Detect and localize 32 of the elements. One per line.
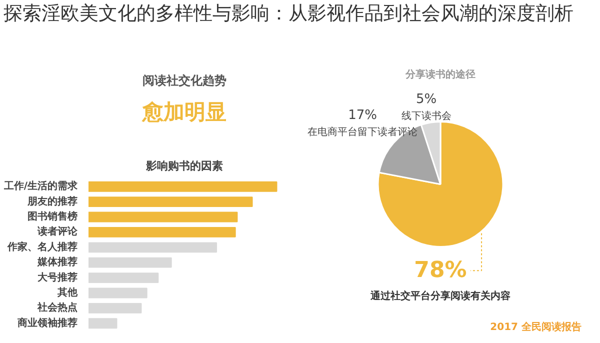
y-tick-label: 商业领袖推荐 (16, 316, 78, 329)
bar (88, 212, 238, 222)
text: 愈加明显 (142, 100, 226, 124)
bar (88, 196, 253, 208)
y-tick-label: 图书销售榜 (28, 210, 78, 223)
bar (88, 288, 148, 298)
text: 阅读社交化趋势 (142, 74, 226, 88)
bar (88, 318, 118, 329)
slice-label: 在电商平台留下读者评论 (308, 126, 418, 138)
bar (88, 302, 142, 314)
bar (88, 181, 278, 192)
bar (88, 272, 159, 284)
chart-title: 影响购书的因素 (145, 160, 223, 172)
data-label: 78% (414, 258, 467, 284)
y-tick-label: 媒体推荐 (36, 256, 78, 268)
y-tick-label: 社会热点 (36, 302, 78, 314)
slice-label: 线下读书会 (401, 110, 452, 122)
y-tick-label: 读者评论 (36, 226, 78, 238)
chart-title: 分享读书的途径 (404, 68, 476, 80)
y-tick-label: 工作/生活的需求 (2, 180, 78, 192)
y-tick-label: 大号推荐 (36, 271, 78, 284)
y-tick-label: 其他 (56, 286, 78, 298)
bar (88, 226, 236, 238)
slice-label: 通过社交平台分享阅读有关内容 (370, 290, 510, 302)
data-label: 5% (416, 92, 437, 107)
y-tick-label: 朋友的推荐 (26, 195, 78, 208)
bar (88, 242, 217, 253)
text: 探索淫欧美文化的多样性与影响：从影视作品到社会风潮的深度剖析 (4, 2, 574, 24)
text: 2017 全民阅读报告 (490, 321, 582, 333)
y-tick-label: 作家、名人推荐 (6, 240, 78, 253)
data-label: 17% (348, 108, 377, 123)
bar (88, 257, 172, 268)
